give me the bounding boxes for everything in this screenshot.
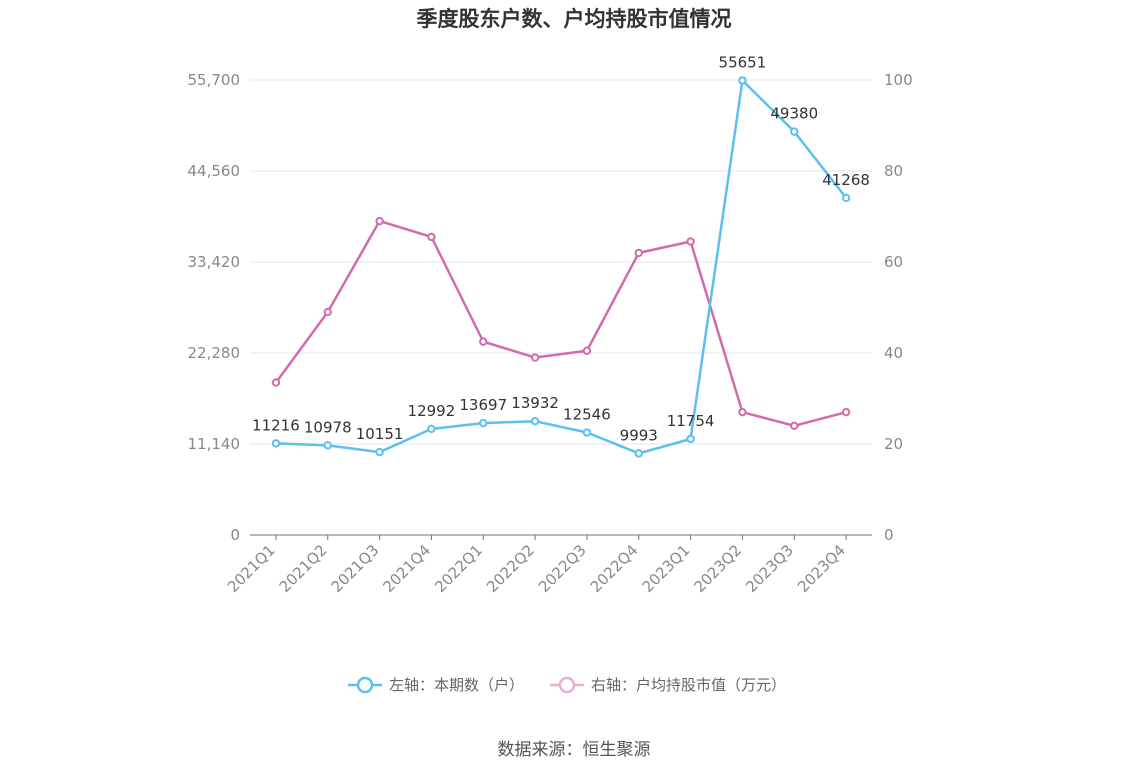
avg-market-value-point [323, 307, 332, 317]
data-label: 49380 [770, 105, 818, 123]
right-tick-label: 100 [884, 71, 913, 89]
shareholder-count-point [790, 127, 799, 136]
x-tick-label: 2021Q3 [328, 541, 383, 596]
right-tick-label: 40 [884, 344, 903, 362]
x-tick-label: 2023Q4 [794, 541, 849, 596]
shareholder-count-point [582, 428, 592, 437]
shareholder-count-point [686, 434, 695, 444]
x-tick-label: 2023Q2 [690, 541, 745, 596]
legend-label-left-series: 左轴：本期数（户） [389, 676, 524, 694]
avg-market-value-point [530, 353, 540, 362]
avg-market-value-point [841, 407, 851, 417]
data-label: 13932 [511, 394, 559, 412]
right-axis-ticks: 0 20 40 60 80 100 [884, 71, 913, 544]
avg-market-value-point [479, 337, 488, 346]
left-tick-label: 22,280 [188, 344, 241, 362]
shareholder-count-point [841, 193, 851, 203]
avg-market-value-point [582, 346, 592, 355]
left-tick-label: 33,420 [188, 253, 241, 271]
right-tick-label: 60 [884, 253, 903, 271]
x-tick-label: 2022Q2 [483, 541, 538, 596]
avg-market-value-point [686, 237, 695, 246]
left-tick-label: 0 [230, 526, 240, 544]
shareholder-count-point [375, 447, 384, 457]
left-tick-label: 11,140 [188, 435, 241, 453]
avg-market-value-point [427, 232, 436, 242]
data-label: 13697 [459, 396, 507, 414]
grid-lines [250, 79, 872, 445]
series-avg-market-value [271, 216, 851, 430]
x-tick-label: 2022Q1 [431, 541, 486, 596]
x-tick-label: 2021Q1 [224, 541, 279, 596]
data-label: 12546 [563, 406, 611, 424]
x-tick-label: 2021Q4 [379, 541, 434, 596]
chart-title: 季度股东户数、户均持股市值情况 [417, 7, 732, 31]
legend-item-left-series[interactable]: 左轴：本期数（户） [348, 676, 524, 694]
right-tick-label: 20 [884, 435, 903, 453]
data-source: 数据来源：恒生聚源 [498, 740, 651, 760]
x-tick-label: 2022Q3 [535, 541, 590, 596]
shareholder-count-point [738, 76, 747, 85]
shareholder-count-point [479, 418, 488, 428]
data-label: 12992 [408, 402, 456, 420]
avg-market-value-point [634, 248, 643, 258]
data-label: 41268 [822, 171, 870, 189]
data-label: 11754 [667, 412, 715, 430]
avg-market-value-point [790, 421, 799, 430]
x-tick-label: 2023Q3 [742, 541, 797, 596]
x-axis: 2021Q12021Q22021Q32021Q42022Q12022Q22022… [224, 534, 872, 596]
shareholder-count-point [271, 439, 281, 448]
right-tick-label: 0 [884, 526, 894, 544]
left-tick-label: 55,700 [188, 71, 241, 89]
left-axis-ticks: 0 11,140 22,280 33,420 44,560 55,700 [188, 71, 241, 544]
shareholder-count-point [323, 441, 332, 450]
x-tick-label: 2021Q2 [276, 541, 331, 596]
legend-marker-blue [356, 676, 374, 694]
right-tick-label: 80 [884, 162, 903, 180]
avg-market-value-point [738, 407, 747, 417]
shareholder-count-line [275, 79, 848, 455]
avg-market-value-line [274, 219, 847, 428]
legend-marker-pink [558, 676, 576, 694]
legend: 左轴：本期数（户） 右轴：户均持股市值（万元） [348, 676, 786, 694]
data-label: 11216 [252, 416, 300, 434]
left-tick-label: 44,560 [188, 162, 241, 180]
x-tick-label: 2022Q4 [587, 541, 642, 596]
avg-market-value-point [271, 378, 281, 387]
avg-market-value-point [375, 216, 384, 226]
data-label: 10978 [304, 418, 352, 436]
x-tick-label: 2023Q1 [639, 541, 694, 596]
shareholder-count-point [427, 424, 436, 434]
shareholder-count-point [634, 449, 643, 458]
data-label: 10151 [356, 425, 404, 443]
series-shareholder-count [271, 76, 851, 458]
shareholder-count-point [530, 416, 540, 426]
legend-item-right-series[interactable]: 右轴：户均持股市值（万元） [550, 676, 786, 694]
legend-label-right-series: 右轴：户均持股市值（万元） [591, 676, 786, 694]
data-label: 55651 [719, 53, 767, 71]
data-label: 9993 [620, 426, 658, 444]
